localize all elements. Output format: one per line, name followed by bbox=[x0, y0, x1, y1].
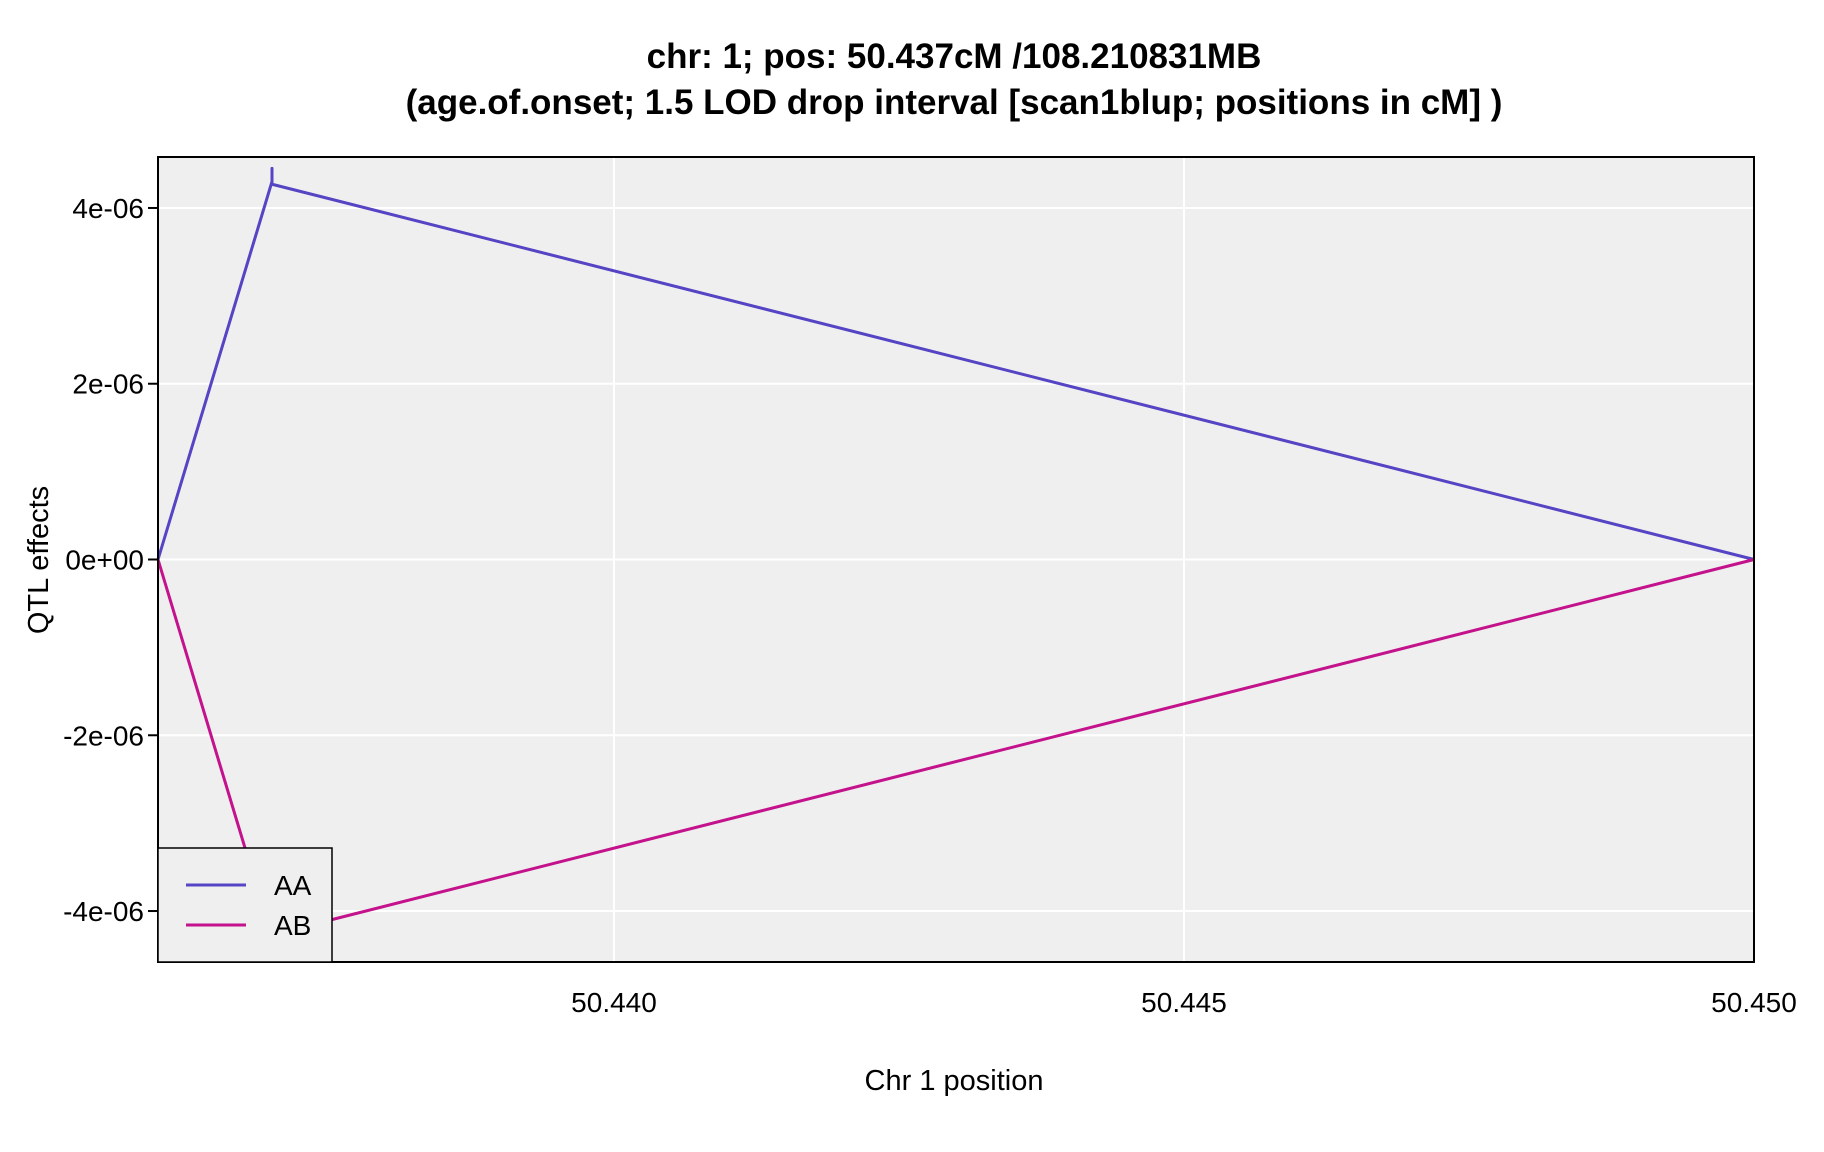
y-tick-label: 2e-06 bbox=[72, 369, 144, 400]
x-tick-label: 50.445 bbox=[1141, 987, 1227, 1018]
y-axis: -4e-06 -2e-06 0e+00 2e-06 4e-06 bbox=[63, 193, 158, 927]
y-axis-label: QTL effects bbox=[23, 486, 55, 634]
chart-subtitle: (age.of.onset; 1.5 LOD drop interval [sc… bbox=[406, 83, 1503, 122]
legend-label: AA bbox=[274, 870, 312, 901]
x-axis: 50.440 50.445 50.450 bbox=[571, 987, 1797, 1018]
legend: AA AB bbox=[157, 847, 333, 963]
chart-title: chr: 1; pos: 50.437cM /108.210831MB bbox=[647, 37, 1262, 76]
x-tick-label: 50.450 bbox=[1711, 987, 1797, 1018]
legend-box bbox=[157, 847, 333, 963]
x-tick-label: 50.440 bbox=[571, 987, 657, 1018]
y-tick-label: -2e-06 bbox=[63, 720, 144, 751]
series-line-aa bbox=[156, 166, 1755, 561]
x-axis-label: Chr 1 position bbox=[865, 1065, 1044, 1097]
y-tick-label: 0e+00 bbox=[65, 545, 144, 576]
y-tick-label: 4e-06 bbox=[72, 193, 144, 224]
y-tick-label: -4e-06 bbox=[63, 896, 144, 927]
legend-label: AB bbox=[274, 910, 311, 941]
